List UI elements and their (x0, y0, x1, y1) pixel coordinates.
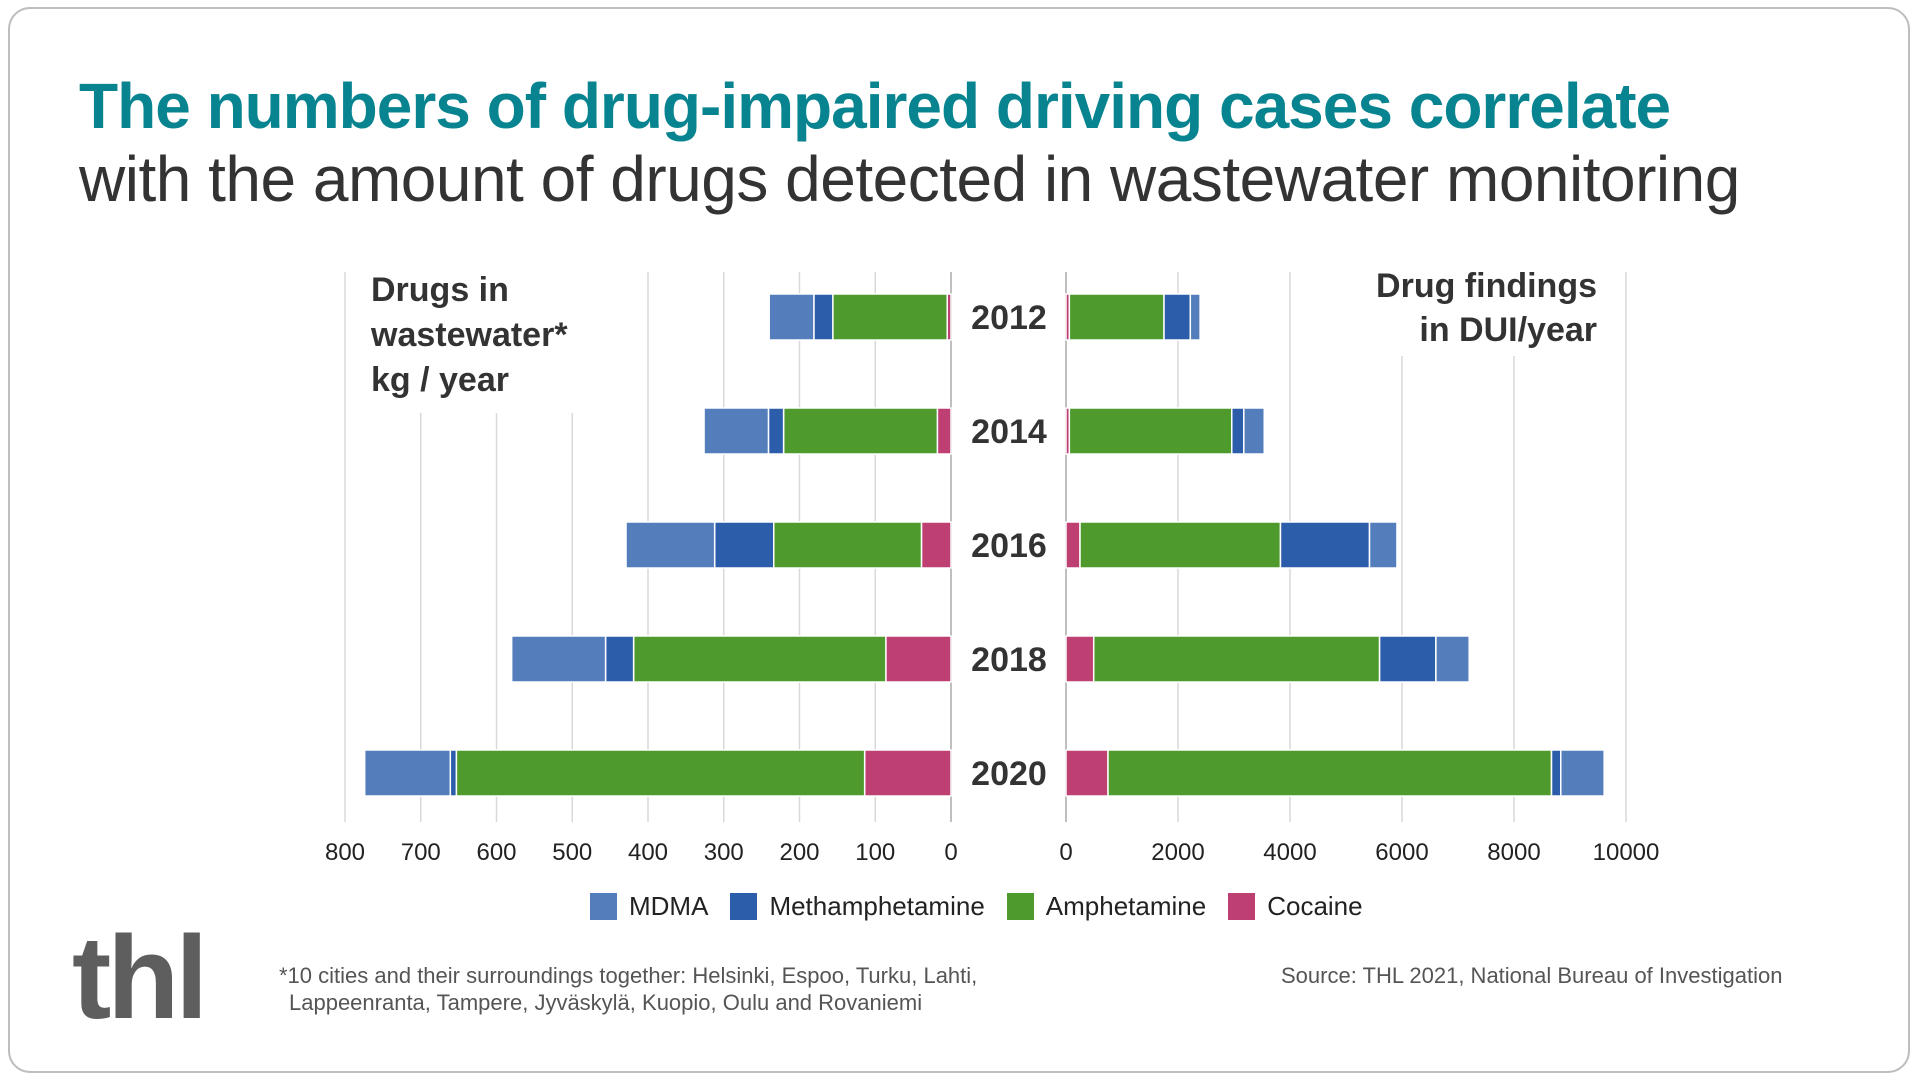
thl-logo: thl (72, 912, 208, 1044)
year-label: 2012 (971, 299, 1047, 337)
right-bar-mdma-2020 (1560, 749, 1605, 797)
legend-item-amphetamine: Amphetamine (1006, 891, 1207, 922)
left-bar-mdma-2016 (625, 521, 716, 569)
left-tick-label: 300 (704, 839, 744, 866)
left-bar-amphetamine-2016 (772, 521, 923, 569)
left-bar-mdma-2014 (703, 407, 770, 455)
right-bar-amphetamine-2018 (1092, 635, 1381, 683)
right-bar-mdma-2018 (1435, 635, 1470, 683)
right-bar-methamphetamine-2018 (1378, 635, 1437, 683)
slide-frame (8, 7, 1910, 1073)
year-label: 2020 (971, 755, 1047, 793)
left-label-line: kg / year (371, 361, 509, 399)
left-chart-label: Drugs in wastewater* kg / year (371, 268, 568, 403)
left-bar-amphetamine-2012 (832, 293, 948, 341)
right-bar-mdma-2016 (1368, 521, 1398, 569)
left-tick-label: 200 (779, 839, 819, 866)
right-bar-cocaine-2018 (1065, 635, 1095, 683)
legend-label: Amphetamine (1045, 891, 1207, 921)
left-bar-methamphetamine-2018 (604, 635, 635, 683)
right-tick-label: 10000 (1593, 839, 1660, 866)
footnote: *10 cities and their surroundings togeth… (279, 962, 977, 1016)
right-tick-label: 8000 (1487, 839, 1540, 866)
right-chart-label: Drug findings in DUI/year (1376, 264, 1597, 352)
left-bar-cocaine-2018 (885, 635, 952, 683)
left-bar-cocaine-2014 (936, 407, 952, 455)
legend-label: Methamphetamine (769, 891, 985, 921)
left-label-line: Drugs in (371, 271, 509, 309)
right-tick-label: 6000 (1375, 839, 1428, 866)
left-bar-amphetamine-2014 (782, 407, 939, 455)
footnote-line: *10 cities and their surroundings togeth… (279, 963, 978, 988)
left-bar-cocaine-2020 (863, 749, 952, 797)
right-bar-amphetamine-2020 (1107, 749, 1553, 797)
right-tick-label: 2000 (1151, 839, 1204, 866)
right-bar-cocaine-2016 (1065, 521, 1081, 569)
left-bar-mdma-2020 (363, 749, 452, 797)
right-bar-methamphetamine-2014 (1231, 407, 1245, 455)
left-bar-methamphetamine-2012 (813, 293, 834, 341)
right-tick-label: 0 (1059, 839, 1072, 866)
right-label-mask (1330, 260, 1600, 356)
left-bar-methamphetamine-2016 (713, 521, 775, 569)
right-bar-methamphetamine-2020 (1550, 749, 1562, 797)
left-bar-methamphetamine-2014 (767, 407, 785, 455)
left-bar-methamphetamine-2020 (449, 749, 458, 797)
right-bar-methamphetamine-2016 (1279, 521, 1371, 569)
left-bar-cocaine-2016 (920, 521, 952, 569)
left-bar-amphetamine-2020 (455, 749, 866, 797)
legend-label: Cocaine (1267, 891, 1363, 921)
right-label-line: in DUI/year (1419, 311, 1597, 349)
left-tick-label: 400 (628, 839, 668, 866)
right-tick-label: 4000 (1263, 839, 1316, 866)
left-bar-mdma-2012 (768, 293, 815, 341)
year-label: 2016 (971, 527, 1047, 565)
left-bar-mdma-2018 (510, 635, 607, 683)
right-bar-amphetamine-2012 (1068, 293, 1165, 341)
legend-swatch (1228, 893, 1256, 920)
chart-title: The numbers of drug-impaired driving cas… (79, 70, 1671, 142)
left-tick-label: 700 (401, 839, 441, 866)
legend-item-methamphetamine: Methamphetamine (730, 891, 985, 922)
left-tick-label: 600 (476, 839, 516, 866)
right-label-line: Drug findings (1376, 267, 1597, 305)
footnote-line: Lappeenranta, Tampere, Jyväskylä, Kuopio… (289, 990, 923, 1015)
right-bar-amphetamine-2016 (1079, 521, 1282, 569)
legend-item-cocaine: Cocaine (1228, 891, 1363, 922)
right-bar-amphetamine-2014 (1068, 407, 1233, 455)
legend: MDMA Methamphetamine Amphetamine Cocaine (590, 891, 1385, 922)
left-tick-label: 100 (855, 839, 895, 866)
legend-item-mdma: MDMA (590, 891, 708, 922)
left-label-mask (362, 265, 612, 413)
year-label: 2018 (971, 641, 1047, 679)
year-label: 2014 (971, 413, 1047, 451)
left-tick-label: 0 (944, 839, 957, 866)
right-bar-methamphetamine-2012 (1163, 293, 1192, 341)
legend-swatch (730, 893, 758, 920)
left-label-line: wastewater* (371, 316, 568, 354)
right-bar-cocaine-2020 (1065, 749, 1109, 797)
left-tick-label: 800 (325, 839, 365, 866)
legend-label: MDMA (629, 891, 709, 921)
legend-swatch (590, 893, 617, 920)
source-note: Source: THL 2021, National Bureau of Inv… (1281, 963, 1783, 988)
legend-swatch (1006, 893, 1034, 920)
right-bar-mdma-2014 (1243, 407, 1265, 455)
left-tick-label: 500 (552, 839, 592, 866)
chart-subtitle: with the amount of drugs detected in was… (79, 143, 1740, 215)
right-bar-mdma-2012 (1189, 293, 1201, 341)
left-bar-amphetamine-2018 (632, 635, 887, 683)
